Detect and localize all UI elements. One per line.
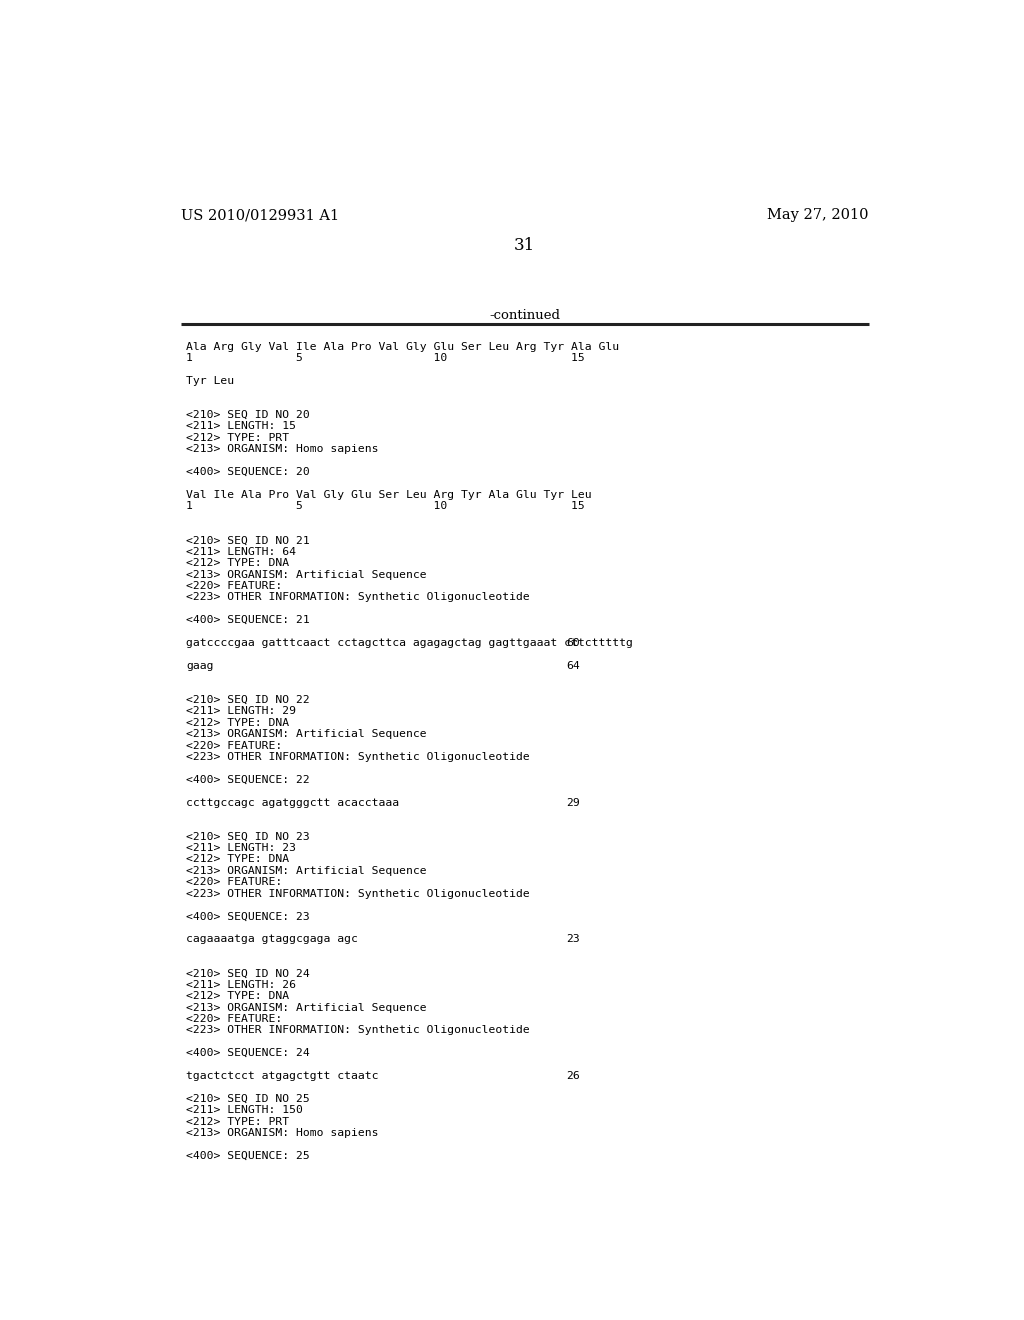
Text: 60: 60 xyxy=(566,638,580,648)
Text: <211> LENGTH: 29: <211> LENGTH: 29 xyxy=(186,706,296,717)
Text: 26: 26 xyxy=(566,1071,580,1081)
Text: <223> OTHER INFORMATION: Synthetic Oligonucleotide: <223> OTHER INFORMATION: Synthetic Oligo… xyxy=(186,752,529,762)
Text: <212> TYPE: DNA: <212> TYPE: DNA xyxy=(186,991,289,1002)
Text: <400> SEQUENCE: 21: <400> SEQUENCE: 21 xyxy=(186,615,310,626)
Text: <211> LENGTH: 15: <211> LENGTH: 15 xyxy=(186,421,296,432)
Text: <223> OTHER INFORMATION: Synthetic Oligonucleotide: <223> OTHER INFORMATION: Synthetic Oligo… xyxy=(186,1026,529,1035)
Text: <210> SEQ ID NO 21: <210> SEQ ID NO 21 xyxy=(186,536,310,545)
Text: <211> LENGTH: 64: <211> LENGTH: 64 xyxy=(186,546,296,557)
Text: <220> FEATURE:: <220> FEATURE: xyxy=(186,878,283,887)
Text: <210> SEQ ID NO 23: <210> SEQ ID NO 23 xyxy=(186,832,310,842)
Text: 1               5                   10                  15: 1 5 10 15 xyxy=(186,502,585,511)
Text: <211> LENGTH: 23: <211> LENGTH: 23 xyxy=(186,843,296,853)
Text: Val Ile Ala Pro Val Gly Glu Ser Leu Arg Tyr Ala Glu Tyr Leu: Val Ile Ala Pro Val Gly Glu Ser Leu Arg … xyxy=(186,490,592,500)
Text: <212> TYPE: DNA: <212> TYPE: DNA xyxy=(186,718,289,727)
Text: cagaaaatga gtaggcgaga agc: cagaaaatga gtaggcgaga agc xyxy=(186,935,358,944)
Text: Ala Arg Gly Val Ile Ala Pro Val Gly Glu Ser Leu Arg Tyr Ala Glu: Ala Arg Gly Val Ile Ala Pro Val Gly Glu … xyxy=(186,342,620,351)
Text: ccttgccagc agatgggctt acacctaaa: ccttgccagc agatgggctt acacctaaa xyxy=(186,797,399,808)
Text: <213> ORGANISM: Artificial Sequence: <213> ORGANISM: Artificial Sequence xyxy=(186,570,427,579)
Text: US 2010/0129931 A1: US 2010/0129931 A1 xyxy=(180,209,339,223)
Text: <213> ORGANISM: Homo sapiens: <213> ORGANISM: Homo sapiens xyxy=(186,445,379,454)
Text: 1               5                   10                  15: 1 5 10 15 xyxy=(186,352,585,363)
Text: <220> FEATURE:: <220> FEATURE: xyxy=(186,1014,283,1024)
Text: -continued: -continued xyxy=(489,309,560,322)
Text: <220> FEATURE:: <220> FEATURE: xyxy=(186,581,283,591)
Text: <400> SEQUENCE: 20: <400> SEQUENCE: 20 xyxy=(186,467,310,477)
Text: <223> OTHER INFORMATION: Synthetic Oligonucleotide: <223> OTHER INFORMATION: Synthetic Oligo… xyxy=(186,593,529,602)
Text: tgactctcct atgagctgtt ctaatc: tgactctcct atgagctgtt ctaatc xyxy=(186,1071,379,1081)
Text: <210> SEQ ID NO 22: <210> SEQ ID NO 22 xyxy=(186,694,310,705)
Text: Tyr Leu: Tyr Leu xyxy=(186,376,234,385)
Text: <213> ORGANISM: Artificial Sequence: <213> ORGANISM: Artificial Sequence xyxy=(186,1003,427,1012)
Text: 23: 23 xyxy=(566,935,580,944)
Text: <210> SEQ ID NO 25: <210> SEQ ID NO 25 xyxy=(186,1094,310,1104)
Text: 31: 31 xyxy=(514,238,536,253)
Text: <400> SEQUENCE: 22: <400> SEQUENCE: 22 xyxy=(186,775,310,784)
Text: May 27, 2010: May 27, 2010 xyxy=(767,209,869,223)
Text: <212> TYPE: DNA: <212> TYPE: DNA xyxy=(186,854,289,865)
Text: gaag: gaag xyxy=(186,661,214,671)
Text: 29: 29 xyxy=(566,797,580,808)
Text: <220> FEATURE:: <220> FEATURE: xyxy=(186,741,283,751)
Text: <212> TYPE: PRT: <212> TYPE: PRT xyxy=(186,433,289,442)
Text: <400> SEQUENCE: 24: <400> SEQUENCE: 24 xyxy=(186,1048,310,1059)
Text: <212> TYPE: DNA: <212> TYPE: DNA xyxy=(186,558,289,568)
Text: <212> TYPE: PRT: <212> TYPE: PRT xyxy=(186,1117,289,1126)
Text: <400> SEQUENCE: 25: <400> SEQUENCE: 25 xyxy=(186,1151,310,1160)
Text: gatccccgaa gatttcaact cctagcttca agagagctag gagttgaaat cttctttttg: gatccccgaa gatttcaact cctagcttca agagagc… xyxy=(186,638,633,648)
Text: <211> LENGTH: 150: <211> LENGTH: 150 xyxy=(186,1105,303,1115)
Text: <213> ORGANISM: Artificial Sequence: <213> ORGANISM: Artificial Sequence xyxy=(186,866,427,876)
Text: <210> SEQ ID NO 20: <210> SEQ ID NO 20 xyxy=(186,411,310,420)
Text: <400> SEQUENCE: 23: <400> SEQUENCE: 23 xyxy=(186,911,310,921)
Text: 64: 64 xyxy=(566,661,580,671)
Text: <213> ORGANISM: Homo sapiens: <213> ORGANISM: Homo sapiens xyxy=(186,1129,379,1138)
Text: <213> ORGANISM: Artificial Sequence: <213> ORGANISM: Artificial Sequence xyxy=(186,729,427,739)
Text: <223> OTHER INFORMATION: Synthetic Oligonucleotide: <223> OTHER INFORMATION: Synthetic Oligo… xyxy=(186,888,529,899)
Text: <211> LENGTH: 26: <211> LENGTH: 26 xyxy=(186,979,296,990)
Text: <210> SEQ ID NO 24: <210> SEQ ID NO 24 xyxy=(186,969,310,978)
